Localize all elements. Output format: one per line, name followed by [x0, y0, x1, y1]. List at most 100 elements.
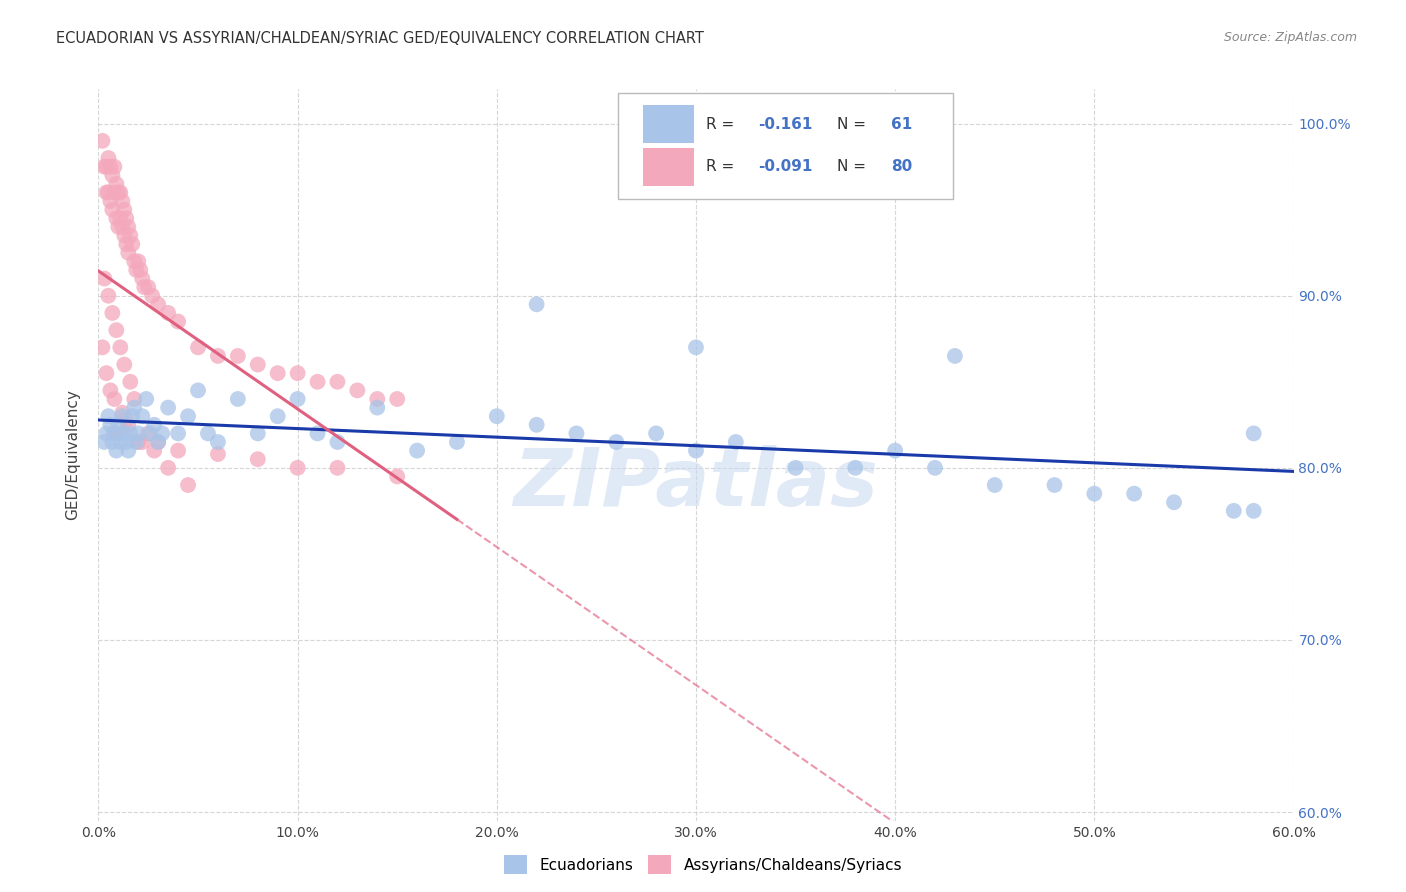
Point	[124, 254, 146, 268]
Point	[135, 392, 157, 406]
Point	[167, 426, 190, 441]
Point	[187, 384, 209, 398]
Point	[117, 417, 139, 432]
Point	[326, 435, 349, 450]
FancyBboxPatch shape	[644, 105, 693, 144]
Point	[844, 460, 866, 475]
Point	[98, 417, 122, 432]
Point	[685, 340, 707, 354]
Point	[97, 409, 120, 424]
Point	[406, 443, 429, 458]
Point	[924, 460, 946, 475]
Point	[125, 435, 148, 450]
Point	[115, 435, 138, 450]
Point	[101, 306, 124, 320]
Text: N =: N =	[837, 160, 866, 174]
Text: -0.091: -0.091	[758, 160, 813, 174]
Point	[385, 469, 409, 483]
Point	[984, 478, 1007, 492]
Point	[105, 323, 128, 337]
Point	[267, 409, 290, 424]
Point	[385, 392, 409, 406]
Point	[111, 194, 134, 208]
Point	[112, 228, 135, 243]
Point	[111, 219, 134, 234]
Point	[346, 384, 368, 398]
Point	[246, 358, 269, 372]
Point	[120, 228, 142, 243]
Point	[91, 134, 114, 148]
Point	[107, 186, 129, 200]
Point	[101, 202, 124, 217]
Point	[565, 426, 588, 441]
Point	[107, 426, 129, 441]
Point	[101, 168, 124, 182]
Text: R =: R =	[706, 160, 734, 174]
Point	[103, 426, 125, 441]
Point	[226, 392, 249, 406]
Point	[1163, 495, 1185, 509]
Point	[115, 237, 138, 252]
Point	[326, 375, 349, 389]
Point	[307, 426, 329, 441]
Point	[134, 280, 156, 294]
Point	[105, 177, 128, 191]
Point	[148, 435, 170, 450]
Point	[107, 219, 129, 234]
Point	[136, 280, 159, 294]
Text: Source: ZipAtlas.com: Source: ZipAtlas.com	[1223, 31, 1357, 45]
Point	[103, 392, 125, 406]
Point	[207, 349, 229, 363]
Point	[139, 426, 162, 441]
Point	[446, 435, 468, 450]
FancyBboxPatch shape	[619, 93, 953, 199]
Point	[111, 406, 134, 420]
Point	[117, 219, 139, 234]
Point	[107, 417, 129, 432]
Point	[103, 426, 125, 441]
Point	[127, 254, 149, 268]
Point	[157, 306, 180, 320]
Point	[121, 409, 143, 424]
Point	[785, 460, 807, 475]
Point	[120, 426, 142, 441]
Text: N =: N =	[837, 117, 866, 132]
Point	[526, 417, 548, 432]
Point	[121, 237, 143, 252]
Point	[326, 460, 349, 475]
Point	[287, 460, 309, 475]
Point	[98, 194, 122, 208]
Point	[366, 392, 388, 406]
Point	[112, 358, 135, 372]
Point	[127, 426, 149, 441]
Point	[117, 443, 139, 458]
Point	[93, 435, 115, 450]
Point	[287, 366, 309, 380]
Point	[167, 443, 190, 458]
Point	[115, 211, 138, 226]
Point	[143, 443, 166, 458]
Point	[884, 443, 907, 458]
Point	[150, 426, 173, 441]
Point	[120, 375, 142, 389]
Point	[148, 435, 170, 450]
Text: ECUADORIAN VS ASSYRIAN/CHALDEAN/SYRIAC GED/EQUIVALENCY CORRELATION CHART: ECUADORIAN VS ASSYRIAN/CHALDEAN/SYRIAC G…	[56, 31, 704, 46]
Point	[1243, 426, 1265, 441]
Point	[105, 211, 128, 226]
Point	[267, 366, 290, 380]
Point	[111, 409, 134, 424]
Point	[110, 435, 132, 450]
Point	[157, 460, 180, 475]
Point	[246, 452, 269, 467]
Point	[129, 263, 152, 277]
Point	[943, 349, 966, 363]
Point	[605, 435, 627, 450]
Point	[131, 271, 153, 285]
Point	[110, 340, 132, 354]
Point	[124, 392, 146, 406]
Point	[287, 392, 309, 406]
Point	[526, 297, 548, 311]
Point	[110, 211, 132, 226]
Point	[1223, 504, 1246, 518]
Point	[685, 443, 707, 458]
